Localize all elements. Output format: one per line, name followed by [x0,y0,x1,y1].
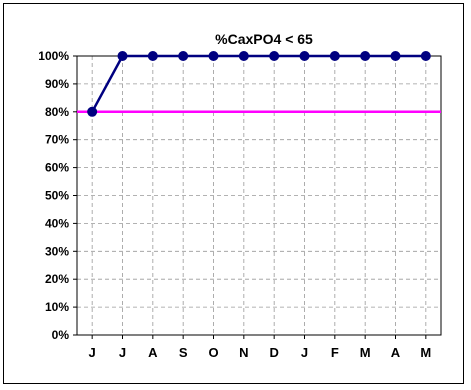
y-tick-label: 60% [45,161,69,175]
gridlines [77,56,441,335]
data-point [238,51,249,61]
series-line [91,54,426,113]
x-tick-label: A [391,345,401,360]
x-tick-label: F [331,345,339,360]
chart-title: %CaxPO4 < 65 [215,31,313,47]
x-tick-label: M [420,345,431,360]
data-point [329,51,340,61]
y-tick-label: 80% [45,105,69,119]
data-point [420,51,431,61]
x-tick-label: J [301,345,308,360]
x-tick-label: N [239,345,248,360]
y-tick-label: 70% [45,133,69,147]
data-point [360,51,371,61]
data-point [269,51,280,61]
y-tick-label: 30% [45,244,69,258]
y-tick-label: 50% [45,189,69,203]
data-point [87,106,98,117]
data-point [208,51,219,61]
y-axis: 0% 10% 20% 30% 40% 50% 60% 70% 80% 90% 100% [38,49,77,342]
x-tick-label: J [119,345,126,360]
chart-frame [3,3,464,384]
x-tick-label: A [148,345,158,360]
y-tick-label: 0% [52,328,70,342]
data-point [117,51,128,61]
data-point [178,51,189,61]
y-tick-label: 100% [38,49,69,63]
y-tick-label: 90% [45,77,69,91]
y-tick-label: 40% [45,216,69,230]
y-tick-label: 20% [45,272,69,286]
y-tick-label: 10% [45,300,69,314]
x-tick-label: M [360,345,371,360]
data-point [390,51,401,61]
x-tick-label: S [179,345,188,360]
data-point [299,51,310,61]
series-group [87,51,431,117]
x-tick-label: D [269,345,278,360]
x-tick-label: J [89,345,96,360]
data-point [147,51,158,61]
x-tick-label: O [208,345,218,360]
